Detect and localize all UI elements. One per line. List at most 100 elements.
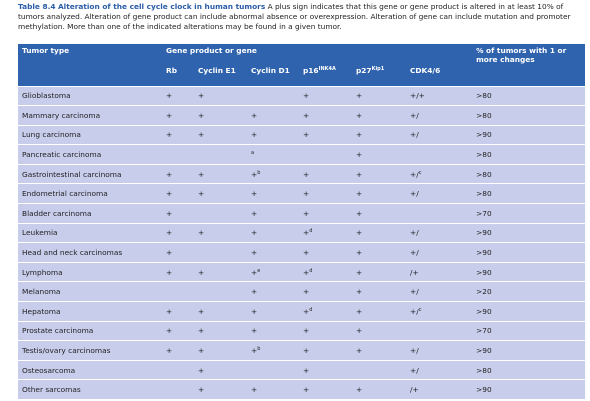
cell-text: + (356, 189, 363, 199)
cell: + (299, 124, 352, 145)
tumor-type: Gastrointestinal carcinoma (18, 163, 162, 184)
superscript: d (309, 267, 313, 274)
cell-text: + (251, 208, 258, 218)
cell: + (247, 320, 299, 341)
row: Mammary carcinoma + + + + + +/ >80 (18, 105, 585, 126)
cell: + (299, 320, 352, 341)
gene-header: CDK4/6 (406, 64, 473, 86)
cell-text: + (356, 248, 363, 258)
cell-text: + (198, 189, 205, 199)
cell: +b (247, 163, 299, 184)
cell: + (247, 222, 299, 243)
cell-text: + (303, 248, 310, 258)
cell-text: + (251, 287, 258, 297)
cell: +/ (406, 242, 473, 263)
cell-text: + (198, 306, 205, 316)
cell-text: + (303, 169, 310, 179)
cell-text: + (356, 267, 363, 277)
cell (406, 144, 473, 165)
cell: + (162, 124, 194, 145)
cell-text: Rb (166, 66, 177, 75)
tumor-type: Pancreatic carcinoma (18, 144, 162, 165)
cell: +/ (406, 340, 473, 361)
percent: >90 (472, 124, 585, 145)
cell: +/ (406, 359, 473, 380)
cell-text: + (251, 248, 258, 258)
percent: >80 (472, 163, 585, 184)
percent: >80 (472, 105, 585, 126)
cell-text: +/ (410, 110, 419, 120)
cell-text: + (251, 326, 258, 336)
cell: + (299, 359, 352, 380)
cell-text: /+ (410, 267, 419, 277)
tumor-type: Lymphoma (18, 261, 162, 282)
cell-text: + (356, 346, 363, 356)
cell-text: + (356, 130, 363, 140)
cell-text: + (166, 228, 173, 238)
cell: + (352, 281, 406, 302)
row: Bladder carcinoma + + + + >70 (18, 203, 585, 224)
cell-text: + (166, 306, 173, 316)
cell-text: + (303, 130, 310, 140)
cell-text: + (166, 248, 173, 258)
cell: + (247, 183, 299, 204)
cell-text: + (166, 110, 173, 120)
percent: >90 (472, 340, 585, 361)
percent: >70 (472, 320, 585, 341)
cell: +d (299, 301, 352, 322)
cell: +b (247, 340, 299, 361)
tumor-type: Prostate carcinoma (18, 320, 162, 341)
table-label: Table 8.4 (18, 2, 56, 11)
tumor-type: Hepatoma (18, 301, 162, 322)
cell-text: + (303, 287, 310, 297)
row: Melanoma + + + +/ >20 (18, 281, 585, 302)
cell (194, 242, 247, 263)
row: Other sarcomas + + + + /+ >90 (18, 379, 585, 399)
superscript: c (418, 169, 422, 176)
cell-text: + (198, 110, 205, 120)
cell-text: +/ (410, 248, 419, 258)
superscript: d (309, 228, 313, 235)
cell: + (247, 379, 299, 399)
cell-text: + (198, 385, 205, 395)
cell: + (162, 320, 194, 341)
superscript: d (309, 306, 313, 313)
gene-header: Cyclin D1 (247, 64, 299, 86)
cell: /+ (406, 261, 473, 282)
cell: +/ (406, 124, 473, 145)
percent: >90 (472, 301, 585, 322)
cell: + (194, 163, 247, 184)
cell: + (247, 124, 299, 145)
cell-text: + (303, 306, 310, 316)
tumor-type: Head and neck carcinomas (18, 242, 162, 263)
cell (162, 359, 194, 380)
cell-text: + (303, 385, 310, 395)
table-title: Alteration of the cell cycle clock in hu… (57, 2, 266, 11)
cell: + (299, 105, 352, 126)
cell-text: + (303, 365, 310, 375)
cell-text: + (198, 130, 205, 140)
cell: +/ (406, 105, 473, 126)
gene-header: Rb (162, 64, 194, 86)
cell: +/+ (406, 85, 473, 106)
row: Lymphoma + + +e +d +/+ >90 (18, 261, 585, 282)
cell: + (194, 183, 247, 204)
cell: + (162, 242, 194, 263)
cell-text: + (198, 228, 205, 238)
cell: + (194, 222, 247, 243)
cell-text: CDK4/6 (410, 66, 441, 75)
tumor-type: Osteosarcoma (18, 359, 162, 380)
percent: >90 (472, 379, 585, 399)
cell: +d (299, 222, 352, 243)
cell: + (247, 203, 299, 224)
cell: +d (299, 261, 352, 282)
cell: a (247, 144, 299, 165)
row: Osteosarcoma + + +/ >80 (18, 359, 585, 380)
cell-text: +/ (410, 189, 419, 199)
cell-text: + (356, 208, 363, 218)
cell: /+ (406, 379, 473, 399)
header-tumor: Tumor type (18, 44, 162, 64)
cell: + (194, 124, 247, 145)
cell-text: + (251, 306, 258, 316)
cell: +/ (406, 222, 473, 243)
